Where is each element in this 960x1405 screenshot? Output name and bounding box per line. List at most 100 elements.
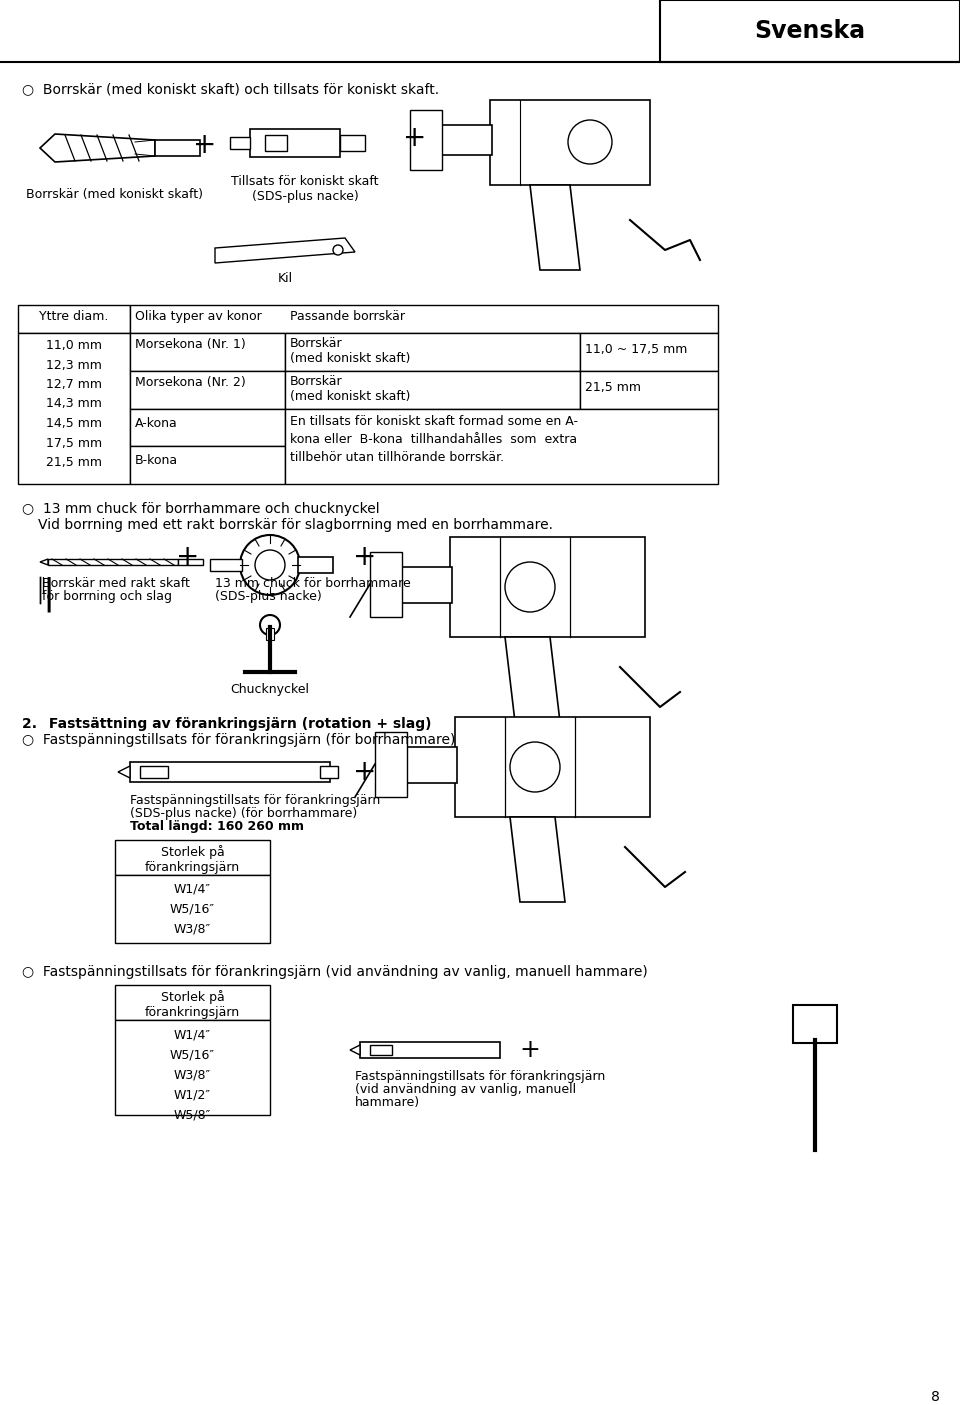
Text: 21,5 mm: 21,5 mm bbox=[585, 381, 641, 393]
Text: +: + bbox=[353, 542, 376, 570]
Bar bbox=[375, 732, 407, 797]
Text: hammare): hammare) bbox=[355, 1096, 420, 1109]
Polygon shape bbox=[530, 185, 580, 270]
Bar bbox=[410, 110, 442, 170]
Text: (SDS-plus nacke): (SDS-plus nacke) bbox=[215, 590, 322, 603]
Bar bbox=[230, 138, 250, 149]
Text: Olika typer av konor: Olika typer av konor bbox=[135, 311, 262, 323]
Text: Tillsats för koniskt skaft
(SDS-plus nacke): Tillsats för koniskt skaft (SDS-plus nac… bbox=[231, 176, 379, 202]
Polygon shape bbox=[215, 237, 355, 263]
Bar bbox=[360, 1043, 500, 1058]
Polygon shape bbox=[505, 636, 560, 722]
Bar bbox=[285, 409, 718, 483]
Text: 11,0 mm
12,3 mm
12,7 mm
14,3 mm
14,5 mm
17,5 mm
21,5 mm: 11,0 mm 12,3 mm 12,7 mm 14,3 mm 14,5 mm … bbox=[46, 339, 102, 469]
Bar bbox=[48, 559, 178, 565]
Bar bbox=[440, 125, 492, 155]
Polygon shape bbox=[40, 133, 155, 162]
Text: Svenska: Svenska bbox=[755, 20, 866, 44]
Polygon shape bbox=[510, 816, 565, 902]
Polygon shape bbox=[350, 1045, 360, 1055]
Bar bbox=[178, 559, 203, 565]
Text: Fastspänningstillsats för förankringsjärn: Fastspänningstillsats för förankringsjär… bbox=[130, 794, 380, 806]
Text: 13 mm chuck för borrhammare: 13 mm chuck för borrhammare bbox=[215, 577, 411, 590]
Text: Storlek på
förankringsjärn: Storlek på förankringsjärn bbox=[145, 844, 240, 874]
Text: Vid borrning med ett rakt borrskär för slagborrning med en borrhammare.: Vid borrning med ett rakt borrskär för s… bbox=[38, 518, 553, 532]
Bar bbox=[18, 305, 130, 333]
Bar bbox=[298, 556, 333, 573]
Bar bbox=[115, 1020, 270, 1116]
Text: Kil: Kil bbox=[277, 273, 293, 285]
Text: ○  Borrskär (med koniskt skaft) och tillsats för koniskt skaft.: ○ Borrskär (med koniskt skaft) och tills… bbox=[22, 81, 439, 96]
Text: |: | bbox=[42, 577, 55, 613]
Bar bbox=[793, 1005, 837, 1043]
Bar bbox=[130, 333, 285, 371]
Bar bbox=[18, 333, 130, 483]
Circle shape bbox=[240, 535, 300, 594]
Text: Borrskär
(med koniskt skaft): Borrskär (med koniskt skaft) bbox=[290, 337, 410, 365]
Circle shape bbox=[510, 742, 560, 792]
Text: Total längd: 160 260 mm: Total längd: 160 260 mm bbox=[130, 821, 304, 833]
Text: 11,0 ~ 17,5 mm: 11,0 ~ 17,5 mm bbox=[585, 343, 687, 355]
Bar bbox=[130, 305, 718, 333]
Bar bbox=[130, 371, 285, 409]
Bar bbox=[265, 135, 287, 150]
Text: +: + bbox=[353, 759, 376, 785]
Bar bbox=[115, 840, 270, 875]
Bar bbox=[140, 766, 168, 778]
Circle shape bbox=[505, 562, 555, 613]
Text: ○  Fastspänningstillsats för förankringsjärn (vid användning av vanlig, manuell : ○ Fastspänningstillsats för förankringsj… bbox=[22, 965, 648, 979]
Text: Chucknyckel: Chucknyckel bbox=[230, 683, 309, 695]
Bar bbox=[130, 762, 330, 783]
Bar bbox=[580, 333, 718, 371]
Text: Borrskär (med koniskt skaft): Borrskär (med koniskt skaft) bbox=[27, 188, 204, 201]
Circle shape bbox=[568, 119, 612, 164]
Bar bbox=[130, 409, 285, 445]
Text: +: + bbox=[403, 124, 426, 152]
Circle shape bbox=[260, 615, 280, 635]
Bar bbox=[455, 717, 650, 816]
Bar bbox=[370, 552, 402, 617]
Text: Storlek på
förankringsjärn: Storlek på förankringsjärn bbox=[145, 991, 240, 1019]
Text: Fastspänningstillsats för förankringsjärn: Fastspänningstillsats för förankringsjär… bbox=[355, 1071, 605, 1083]
Text: Borrskär med rakt skaft: Borrskär med rakt skaft bbox=[42, 577, 190, 590]
Polygon shape bbox=[40, 559, 48, 565]
Text: ○  13 mm chuck för borrhammare och chucknyckel: ○ 13 mm chuck för borrhammare och chuckn… bbox=[22, 502, 379, 516]
Text: B-kona: B-kona bbox=[135, 454, 179, 466]
Bar bbox=[450, 537, 645, 636]
Bar bbox=[285, 333, 580, 371]
Bar bbox=[580, 371, 718, 409]
Bar bbox=[660, 0, 960, 62]
Text: Morsekona (Nr. 1): Morsekona (Nr. 1) bbox=[135, 339, 246, 351]
Circle shape bbox=[255, 549, 285, 580]
Text: W1/4″
W5/16″
W3/8″: W1/4″ W5/16″ W3/8″ bbox=[170, 882, 215, 936]
Text: Morsekona (Nr. 2): Morsekona (Nr. 2) bbox=[135, 377, 246, 389]
Bar bbox=[340, 135, 365, 150]
Bar bbox=[130, 445, 285, 483]
Bar bbox=[370, 1045, 392, 1055]
Text: |: | bbox=[40, 577, 45, 593]
Text: Passande borrskär: Passande borrskär bbox=[290, 311, 405, 323]
Bar bbox=[266, 628, 274, 641]
Text: (SDS-plus nacke) (för borrhammare): (SDS-plus nacke) (för borrhammare) bbox=[130, 806, 357, 821]
Bar bbox=[285, 371, 580, 409]
Bar bbox=[115, 875, 270, 943]
Text: ○  Fastspänningstillsats för förankringsjärn (för borrhammare): ○ Fastspänningstillsats för förankringsj… bbox=[22, 733, 455, 747]
Bar bbox=[405, 747, 457, 783]
Text: Yttre diam.: Yttre diam. bbox=[39, 311, 108, 323]
Text: Borrskär
(med koniskt skaft): Borrskär (med koniskt skaft) bbox=[290, 375, 410, 403]
Text: W1/4″
W5/16″
W3/8″
W1/2″
W5/8″: W1/4″ W5/16″ W3/8″ W1/2″ W5/8″ bbox=[170, 1028, 215, 1121]
Text: +: + bbox=[519, 1038, 540, 1062]
Text: 8: 8 bbox=[931, 1390, 940, 1404]
Text: +: + bbox=[193, 131, 217, 159]
Bar bbox=[490, 100, 650, 185]
Bar bbox=[210, 559, 242, 570]
Polygon shape bbox=[118, 766, 130, 778]
Text: En tillsats för koniskt skaft formad some en A-
kona eller  B-kona  tillhandahål: En tillsats för koniskt skaft formad som… bbox=[290, 414, 578, 464]
Bar bbox=[320, 766, 338, 778]
Bar bbox=[115, 985, 270, 1020]
Text: 2.  Fastsättning av förankringsjärn (rotation + slag): 2. Fastsättning av förankringsjärn (rota… bbox=[22, 717, 431, 731]
Text: (vid användning av vanlig, manuell: (vid användning av vanlig, manuell bbox=[355, 1083, 576, 1096]
Text: +: + bbox=[177, 542, 200, 570]
Bar bbox=[250, 129, 340, 157]
Bar bbox=[400, 568, 452, 603]
